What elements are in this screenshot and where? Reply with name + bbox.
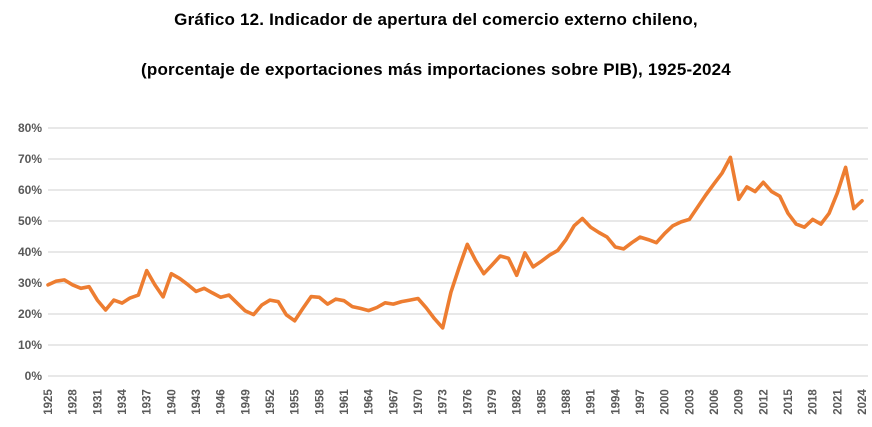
y-tick-label: 30% [18, 276, 42, 290]
x-tick-label: 1979 [487, 389, 499, 415]
x-tick-label: 1997 [635, 389, 647, 415]
x-tick-label: 1958 [314, 389, 326, 415]
x-tick-label: 2012 [758, 389, 770, 415]
x-tick-label: 1952 [265, 389, 277, 415]
x-tick-label: 2021 [832, 389, 844, 415]
x-tick-label: 2006 [709, 389, 721, 415]
x-tick-label: 1961 [339, 389, 351, 415]
chart-title-line2: (porcentaje de exportaciones más importa… [141, 60, 731, 79]
x-tick-label: 1967 [388, 389, 400, 415]
x-tick-label: 1925 [43, 389, 55, 415]
x-tick-label: 1988 [561, 389, 573, 415]
x-tick-label: 2000 [660, 389, 672, 415]
gridlines [48, 127, 868, 377]
y-tick-label: 0% [25, 369, 43, 383]
y-tick-label: 40% [18, 245, 42, 259]
x-tick-label: 2018 [808, 389, 820, 415]
x-tick-label: 1994 [610, 389, 622, 415]
x-tick-label: 1955 [290, 389, 302, 415]
x-axis-tick-labels: 1925 1928 1931 1934 1937 1940 1943 1946 1949 1952… [43, 389, 869, 415]
x-tick-label: 1949 [240, 389, 252, 415]
x-tick-label: 1964 [364, 389, 376, 415]
y-tick-label: 60% [18, 183, 42, 197]
x-tick-label: 2015 [783, 389, 795, 415]
chart-title-line1: Gráfico 12. Indicador de apertura del co… [174, 10, 698, 29]
x-tick-label: 1937 [142, 389, 154, 415]
x-tick-label: 1985 [536, 389, 548, 415]
x-tick-label: 1940 [166, 389, 178, 415]
x-tick-label: 1970 [413, 389, 425, 415]
trade-openness-series-line [46, 155, 864, 330]
x-tick-label: 1976 [462, 389, 474, 415]
x-tick-label: 1943 [191, 389, 203, 415]
x-tick-label: 1931 [92, 389, 104, 415]
y-tick-label: 70% [18, 152, 42, 166]
x-tick-label: 1991 [586, 389, 598, 415]
x-tick-label: 2003 [684, 389, 696, 415]
x-tick-label: 1946 [216, 389, 228, 415]
x-tick-label: 1928 [68, 389, 80, 415]
y-tick-label: 80% [18, 121, 42, 135]
x-tick-label: 2024 [857, 389, 869, 415]
y-tick-label: 20% [18, 307, 42, 321]
y-axis-tick-labels: 0% 10% 20% 30% 40% 50% 60% 70% 80% [18, 121, 42, 383]
x-tick-label: 1973 [438, 389, 450, 415]
x-tick-label: 1982 [512, 389, 524, 415]
data-series [46, 155, 864, 330]
y-tick-label: 10% [18, 338, 42, 352]
x-tick-label: 1934 [117, 389, 129, 415]
y-tick-label: 50% [18, 214, 42, 228]
x-tick-label: 2009 [734, 389, 746, 415]
